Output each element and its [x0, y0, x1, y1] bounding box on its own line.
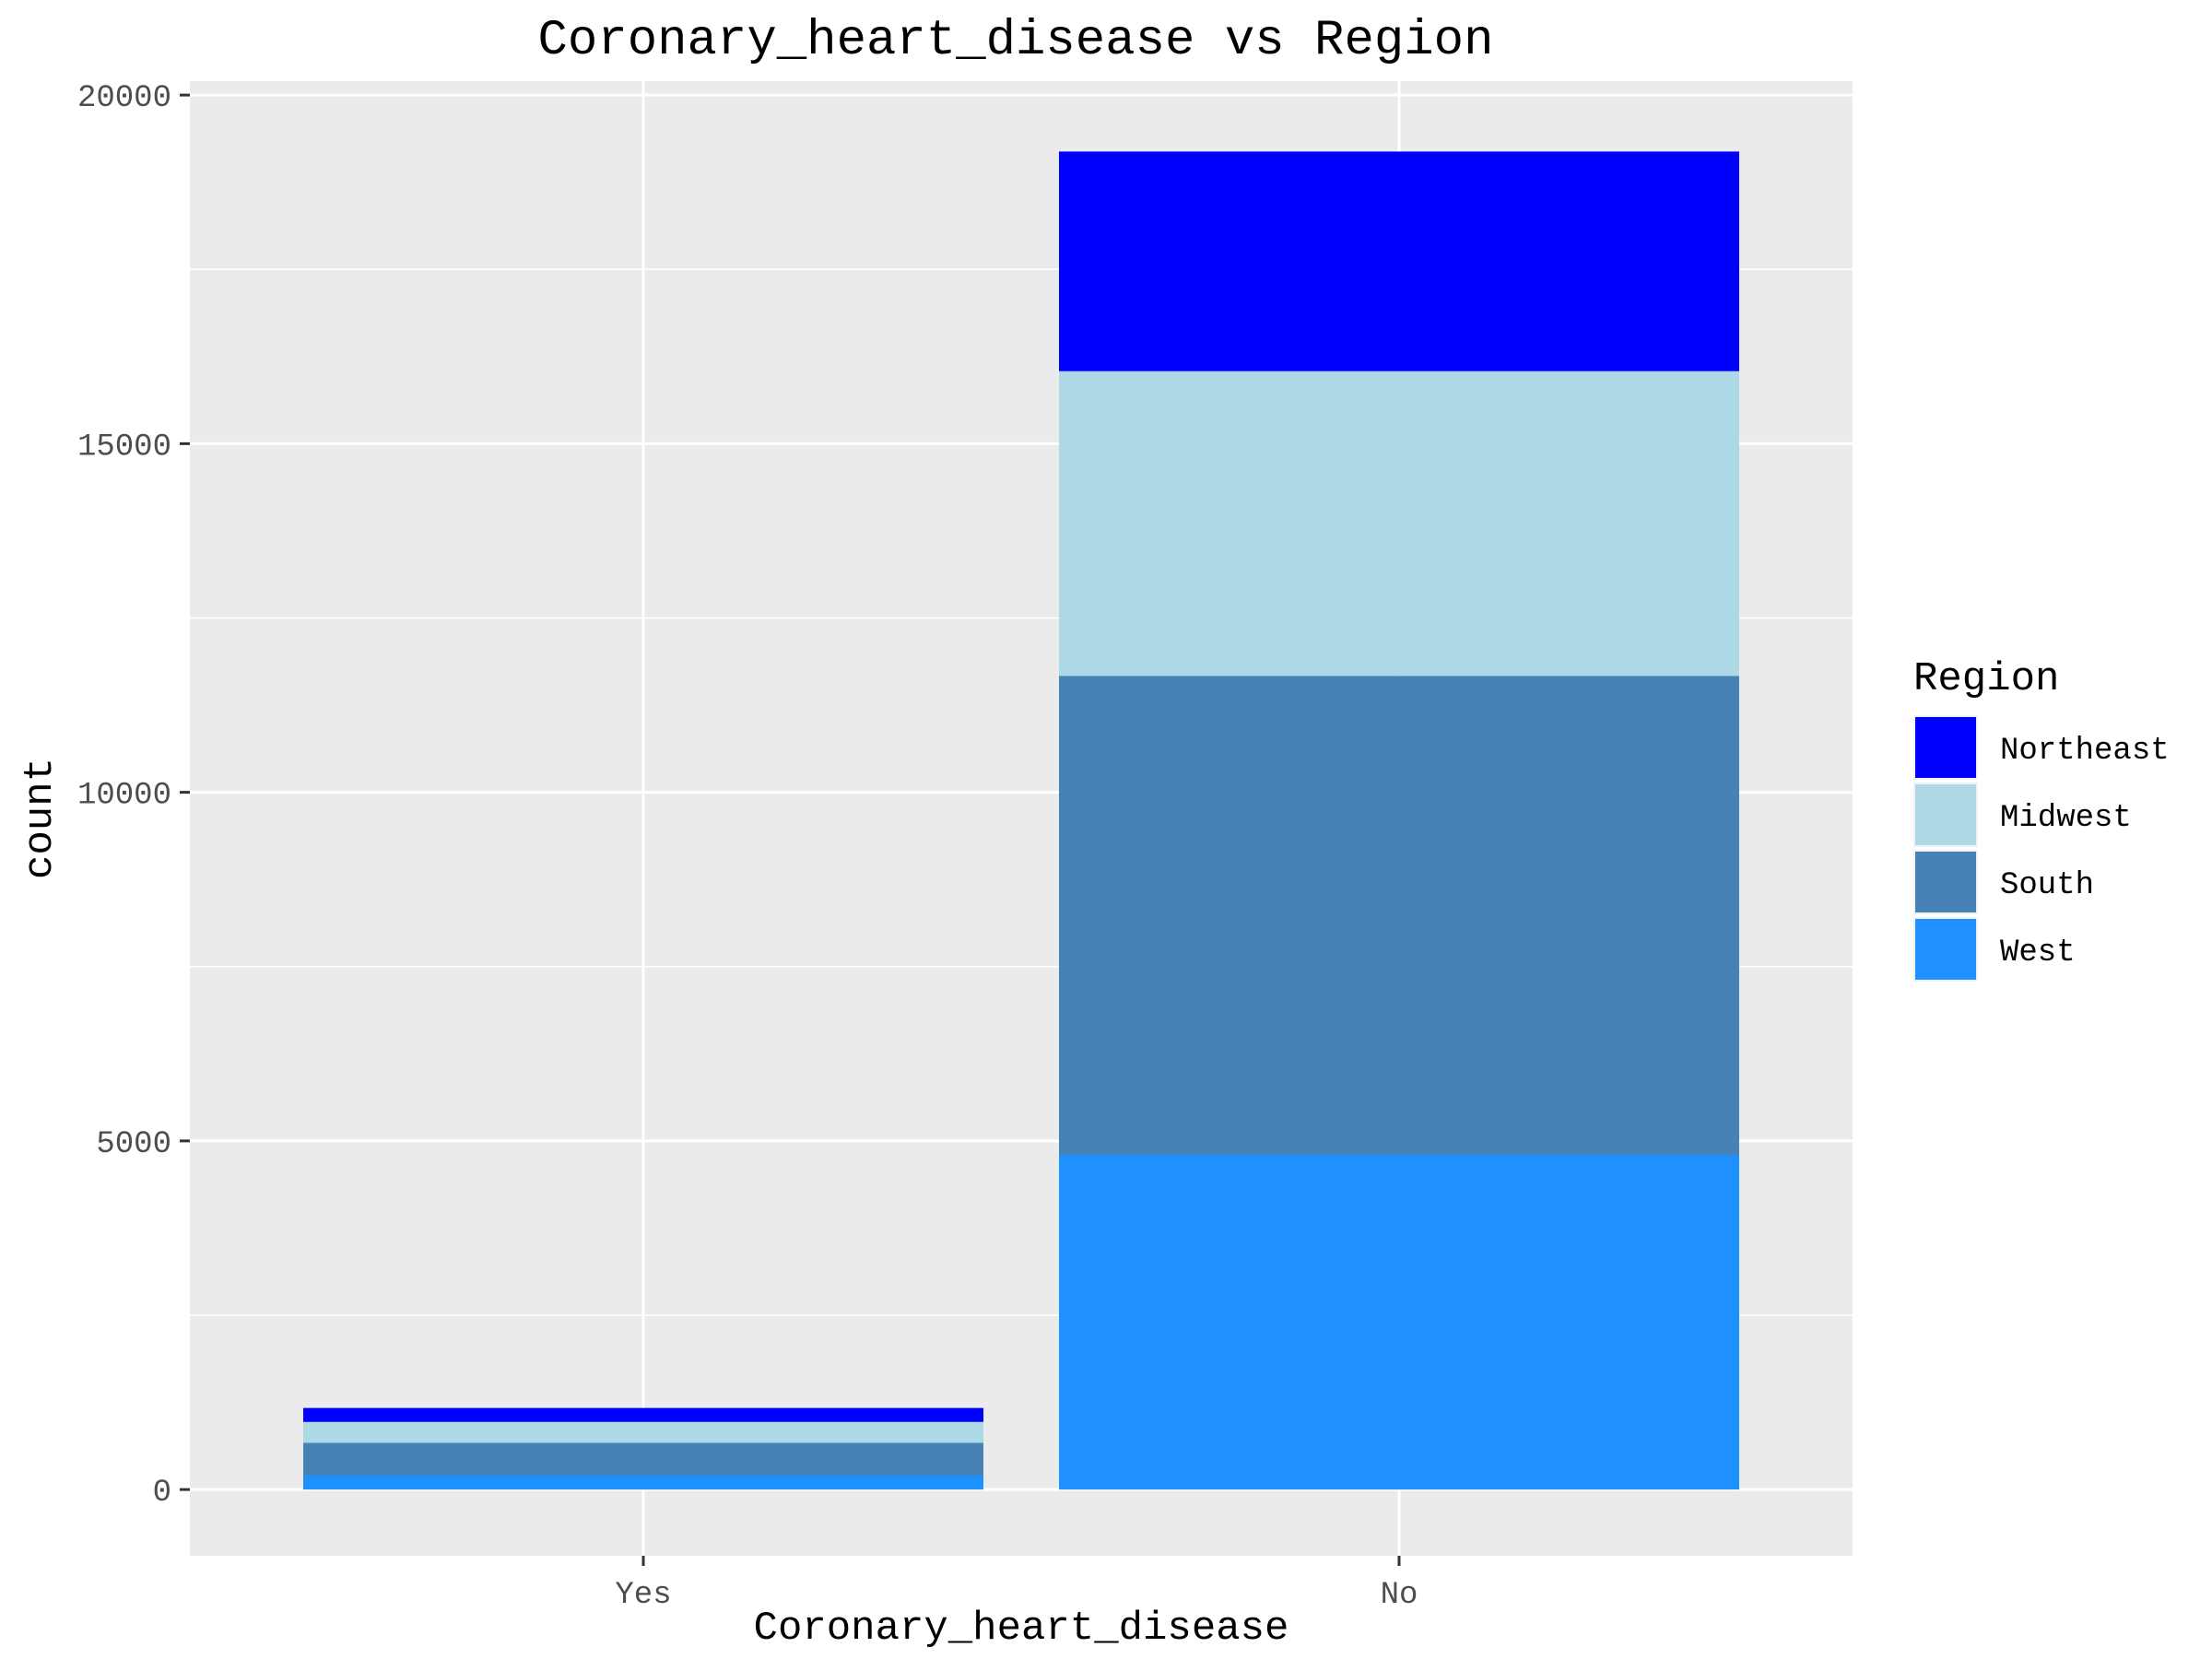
legend-key-northeast	[1915, 717, 1976, 778]
bar-no-northeast	[1059, 151, 1739, 371]
bar-yes-south	[303, 1442, 983, 1477]
bars	[303, 151, 1739, 1490]
bar-yes-northeast	[303, 1407, 983, 1422]
bar-yes-midwest	[303, 1421, 983, 1443]
legend-label: Northeast	[2000, 734, 2170, 769]
x-axis: Yes No	[615, 1556, 1418, 1613]
y-tick-label: 20000	[77, 81, 171, 116]
legend-label: Midwest	[2000, 801, 2132, 836]
y-tick-label: 10000	[77, 779, 171, 814]
bar-no-south	[1059, 676, 1739, 1156]
legend-label: West	[2000, 935, 2076, 971]
y-tick-label: 0	[153, 1476, 171, 1511]
x-axis-title: Coronary_heart_disease	[754, 1606, 1289, 1652]
legend-key-midwest	[1915, 784, 1976, 845]
chart-title: Coronary_heart_disease vs Region	[538, 13, 1494, 69]
legend: Region Northeast Midwest South West	[1913, 656, 2170, 982]
bar-no-west	[1059, 1155, 1739, 1490]
y-tick-label: 15000	[77, 429, 171, 465]
x-tick-label: Yes	[615, 1578, 671, 1613]
y-axis-title: count	[18, 758, 64, 879]
bar-no-midwest	[1059, 371, 1739, 677]
legend-key-south	[1915, 852, 1976, 912]
x-tick-label: No	[1381, 1578, 1418, 1613]
legend-key-west	[1915, 919, 1976, 980]
legend-title: Region	[1913, 656, 2059, 702]
y-axis: 0 5000 10000 15000 20000	[77, 81, 190, 1511]
legend-label: South	[2000, 868, 2094, 903]
bar-yes-west	[303, 1476, 983, 1490]
y-tick-label: 5000	[96, 1127, 171, 1162]
